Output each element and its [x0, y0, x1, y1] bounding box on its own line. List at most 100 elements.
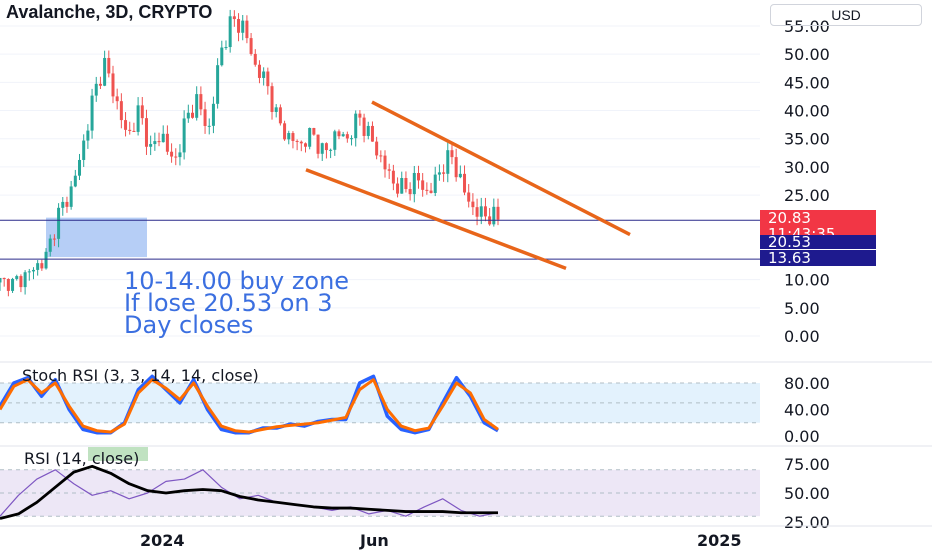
candle-body — [253, 53, 257, 65]
candle-body — [2, 277, 6, 280]
candle-body — [341, 134, 345, 137]
candle-body — [391, 170, 395, 184]
candle-body — [170, 151, 174, 157]
candlestick-series — [0, 9, 500, 297]
candle-body — [153, 141, 157, 145]
annotation-line-3: Day closes — [124, 311, 254, 339]
candle-body — [463, 173, 467, 193]
candle-body — [11, 278, 15, 291]
candle-body — [312, 128, 316, 135]
candle-body — [111, 73, 115, 97]
candle-body — [429, 190, 433, 193]
candle-body — [165, 133, 169, 152]
price-axis-label: 5.00 — [784, 299, 820, 318]
wedge-upper-trendline[interactable] — [371, 100, 631, 237]
candle-body — [52, 238, 56, 240]
stoch-axis-label: 40.00 — [784, 401, 830, 420]
chart-annotation[interactable]: 10-14.00 buy zone If lose 20.53 on 3 Day… — [124, 267, 350, 339]
candle-body — [425, 189, 429, 191]
candle-body — [404, 178, 408, 190]
stoch-axis-label: 0.00 — [784, 427, 820, 446]
candle-body — [316, 134, 320, 154]
price-axis-label: 10.00 — [784, 271, 830, 290]
candle-body — [396, 183, 400, 194]
candle-body — [27, 271, 31, 273]
candle-body — [65, 201, 69, 207]
price-axis-label: 25.00 — [784, 186, 830, 205]
candle-body — [132, 130, 136, 132]
candle-body — [370, 125, 374, 142]
candle-body — [228, 16, 232, 48]
candle-body — [358, 113, 362, 118]
candle-body — [48, 238, 52, 252]
candle-body — [295, 140, 299, 142]
candle-body — [274, 107, 278, 112]
rsi-pane: RSI (14, close) 75.00 50.00 25.00 — [0, 447, 830, 532]
rsi-overbought-highlight — [88, 447, 148, 461]
candle-body — [61, 201, 65, 208]
candle-body — [266, 71, 270, 87]
last-price-value: 20.83 — [768, 209, 811, 227]
candle-body — [362, 117, 366, 136]
chart-grid — [0, 25, 760, 337]
time-axis-label: 2024 — [140, 531, 185, 550]
candle-body — [182, 118, 186, 153]
candle-body — [186, 112, 190, 119]
candle-body — [157, 141, 161, 143]
candle-body — [144, 118, 148, 147]
candle-body — [161, 133, 165, 143]
low-price-tag: 13.63 — [760, 250, 876, 266]
annotation-line-2: If lose 20.53 on 3 — [124, 289, 333, 317]
rsi-label: RSI (14, close) — [24, 449, 139, 468]
candle-body — [136, 105, 140, 132]
candle-body — [337, 131, 341, 137]
candle-body — [454, 157, 458, 178]
wedge-lower-trendline[interactable] — [305, 168, 567, 270]
candle-body — [0, 277, 2, 283]
candle-body — [69, 186, 73, 207]
candle-body — [203, 109, 207, 126]
candle-body — [345, 134, 349, 139]
candle-body — [479, 206, 483, 217]
candle-body — [421, 180, 425, 190]
candle-body — [237, 19, 241, 33]
candle-body — [366, 125, 370, 136]
candle-body — [287, 133, 291, 140]
candle-body — [387, 169, 391, 171]
candle-body — [207, 125, 211, 127]
candle-body — [124, 120, 128, 130]
candle-body — [291, 133, 295, 141]
candle-body — [149, 144, 153, 147]
candle-body — [437, 172, 441, 175]
candle-body — [433, 174, 437, 193]
candle-body — [23, 272, 27, 288]
candle-body — [383, 155, 387, 170]
candle-body — [446, 150, 450, 174]
price-axis-label: 50.00 — [784, 45, 830, 64]
candle-body — [36, 263, 40, 270]
rsi-axis-label: 25.00 — [784, 513, 830, 532]
candle-body — [86, 130, 90, 141]
time-axis-label: 2025 — [697, 531, 742, 550]
candle-body — [73, 175, 77, 187]
candle-body — [40, 263, 44, 269]
candle-body — [31, 269, 35, 272]
candle-body — [19, 276, 23, 288]
buy-zone-box — [46, 217, 147, 258]
candle-body — [57, 207, 61, 239]
symbol-title[interactable]: Avalanche, 3D, CRYPTO — [6, 2, 213, 22]
stoch-axis-label: 80.00 — [784, 374, 830, 393]
rsi-axis-label: 50.00 — [784, 484, 830, 503]
annotation-line-1: 10-14.00 buy zone — [124, 267, 350, 295]
candle-body — [375, 141, 379, 156]
candle-body — [270, 86, 274, 112]
candle-body — [416, 172, 420, 181]
stoch-d-line — [0, 378, 499, 434]
currency-button[interactable]: USD — [770, 4, 922, 26]
candle-body — [107, 57, 111, 74]
candle-body — [408, 189, 412, 195]
candle-body — [241, 20, 245, 33]
candle-body — [232, 16, 236, 20]
candle-body — [82, 140, 86, 160]
